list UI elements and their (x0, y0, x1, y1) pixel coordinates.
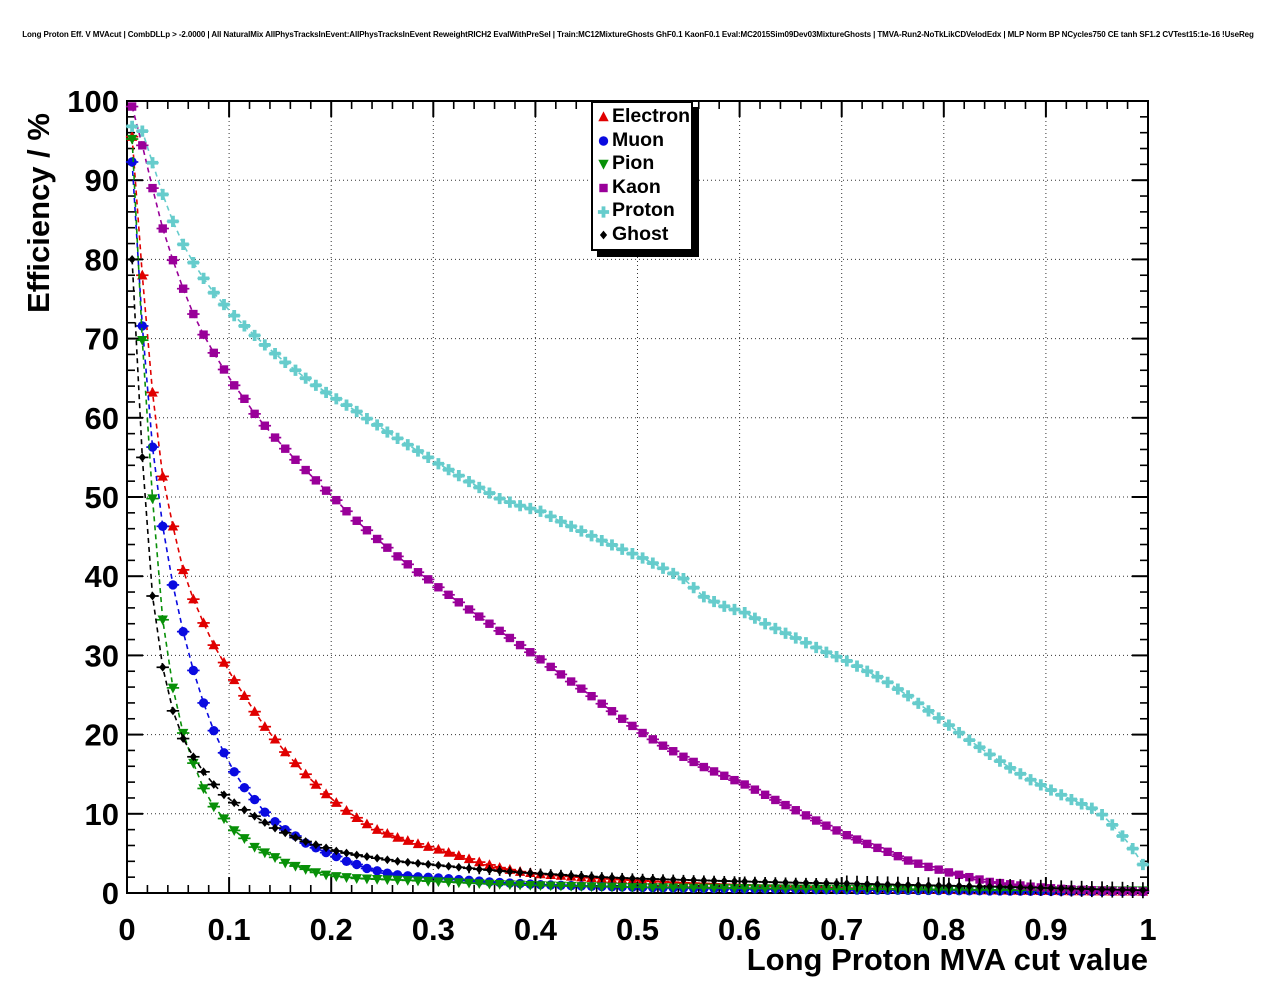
x-tick-label: 1 (1139, 912, 1156, 947)
x-tick-label: 0.4 (514, 912, 558, 947)
y-tick-label: 50 (85, 480, 119, 515)
y-tick-label: 100 (67, 84, 119, 119)
x-tick-label: 0.5 (616, 912, 659, 947)
y-axis-title: Efficiency / % (21, 113, 56, 313)
y-tick-label: 40 (85, 559, 119, 594)
legend-label: Ghost (612, 223, 669, 246)
legend-marker-diamond-icon (599, 230, 608, 240)
legend-entry-ghost: Ghost (596, 223, 691, 247)
legend-entry-pion: Pion (596, 152, 691, 176)
legend-marker-cross-icon (597, 206, 610, 218)
x-tick-label: 0.8 (922, 912, 965, 947)
x-tick-label: 0.3 (412, 912, 455, 947)
legend-entry-muon: Muon (596, 129, 691, 153)
y-tick-label: 80 (85, 242, 119, 277)
x-tick-label: 0.9 (1024, 912, 1067, 947)
y-tick-label: 20 (85, 718, 119, 753)
x-axis-title: Long Proton MVA cut value (746, 942, 1148, 977)
legend: Electron Muon Pion Kaon Proton Ghost (591, 101, 693, 251)
x-tick-labels: 0 0.1 0.2 0.3 0.4 0.5 0.6 0.7 0.8 0.9 1 (118, 912, 1156, 947)
data-series (125, 102, 1150, 899)
y-tick-label: 30 (85, 638, 119, 673)
y-tick-label: 90 (85, 163, 119, 198)
legend-entry-proton: Proton (596, 199, 691, 223)
legend-label: Proton (612, 199, 675, 222)
series-ghost (125, 255, 1150, 899)
legend-marker-square-icon (599, 183, 608, 193)
x-tick-label: 0.6 (718, 912, 761, 947)
legend-marker-triangle-down-icon (598, 160, 609, 171)
legend-label: Kaon (612, 175, 661, 198)
legend-label: Pion (612, 152, 655, 175)
legend-marker-circle-icon (598, 136, 609, 146)
x-tick-label: 0 (118, 912, 135, 947)
y-tick-label: 10 (85, 797, 119, 832)
y-tick-label: 60 (85, 401, 119, 436)
x-tick-label: 0.1 (208, 912, 251, 947)
plot-title: Long Proton Eff. V MVAcut | CombDLLp > -… (22, 30, 1254, 39)
y-tick-labels: 0 10 20 30 40 50 60 70 80 90 100 (67, 84, 119, 911)
legend-label: Muon (612, 128, 664, 151)
x-tick-label: 0.7 (820, 912, 863, 947)
x-tick-label: 0.2 (310, 912, 353, 947)
y-tick-label: 70 (85, 322, 119, 357)
legend-entry-kaon: Kaon (596, 176, 691, 200)
legend-marker-triangle-up-icon (598, 111, 609, 122)
series-proton (125, 120, 1150, 871)
legend-label: Electron (612, 105, 691, 128)
y-tick-label: 0 (102, 876, 119, 911)
legend-entry-electron: Electron (596, 105, 691, 129)
